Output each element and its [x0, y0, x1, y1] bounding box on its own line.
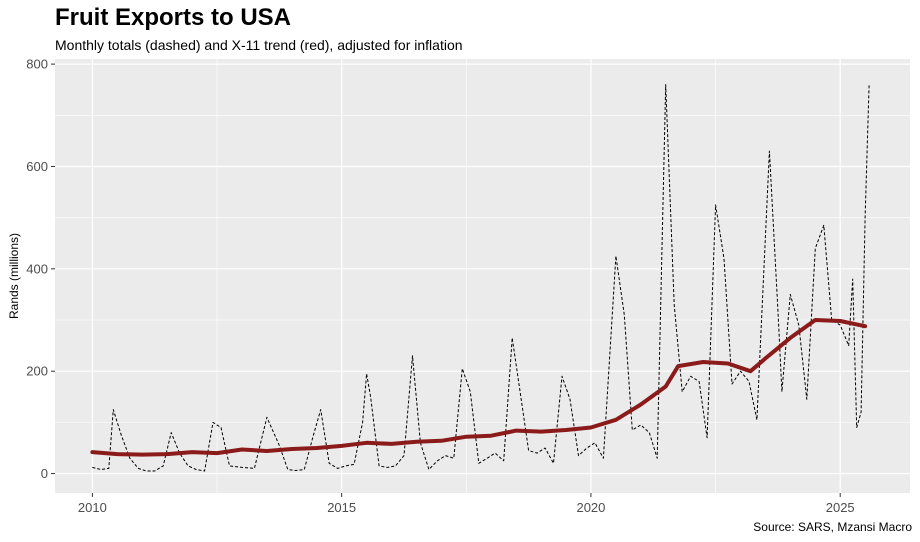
x-tick-label: 2025	[826, 500, 855, 515]
y-tick-label: 600	[26, 159, 48, 174]
x-tick-label: 2015	[327, 500, 356, 515]
chart-caption: Source: SARS, Mzansi Macro	[753, 520, 912, 534]
trend-line	[90, 318, 868, 457]
x-tick-label: 2010	[78, 500, 107, 515]
y-tick-label: 200	[26, 364, 48, 379]
y-tick-label: 400	[26, 261, 48, 276]
chart-title: Fruit Exports to USA	[55, 4, 292, 31]
y-axis-title: Rands (millions)	[7, 233, 21, 319]
y-tick-label: 0	[41, 466, 48, 481]
major-gridlines	[55, 59, 910, 493]
chart-subtitle: Monthly totals (dashed) and X-11 trend (…	[55, 37, 463, 53]
monthly-totals-line	[92, 84, 870, 472]
series-layer	[90, 84, 870, 472]
y-tick-label: 800	[26, 57, 48, 72]
x-tick-label: 2020	[576, 500, 605, 515]
plot-panel	[55, 59, 910, 493]
minor-gridlines	[55, 59, 910, 493]
axis-layer: 2010 2015 2020 2025 0 200 400 600 800	[26, 57, 854, 515]
